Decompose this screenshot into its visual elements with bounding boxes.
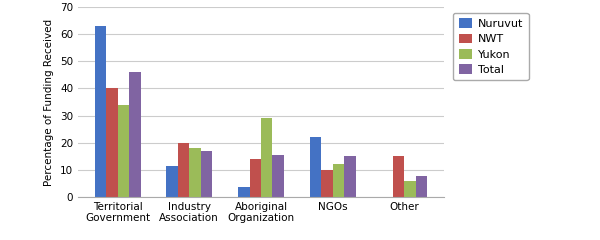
Bar (321, 170, 333, 197)
Bar (310, 137, 321, 197)
Bar (166, 166, 178, 197)
Bar (393, 156, 404, 197)
Y-axis label: Percentage of Funding Received: Percentage of Funding Received (44, 18, 55, 186)
Bar (344, 156, 356, 197)
Bar (250, 159, 261, 197)
Bar (201, 151, 212, 197)
Bar (333, 164, 344, 197)
Bar (272, 155, 284, 197)
Bar (404, 180, 416, 197)
Legend: Nuruvut, NWT, Yukon, Total: Nuruvut, NWT, Yukon, Total (453, 13, 529, 80)
Bar (95, 26, 106, 197)
Bar (416, 176, 427, 197)
Bar (118, 105, 129, 197)
Bar (178, 143, 189, 197)
Bar (129, 72, 140, 197)
Bar (238, 187, 250, 197)
Bar (106, 89, 118, 197)
Bar (261, 118, 272, 197)
Bar (189, 148, 201, 197)
